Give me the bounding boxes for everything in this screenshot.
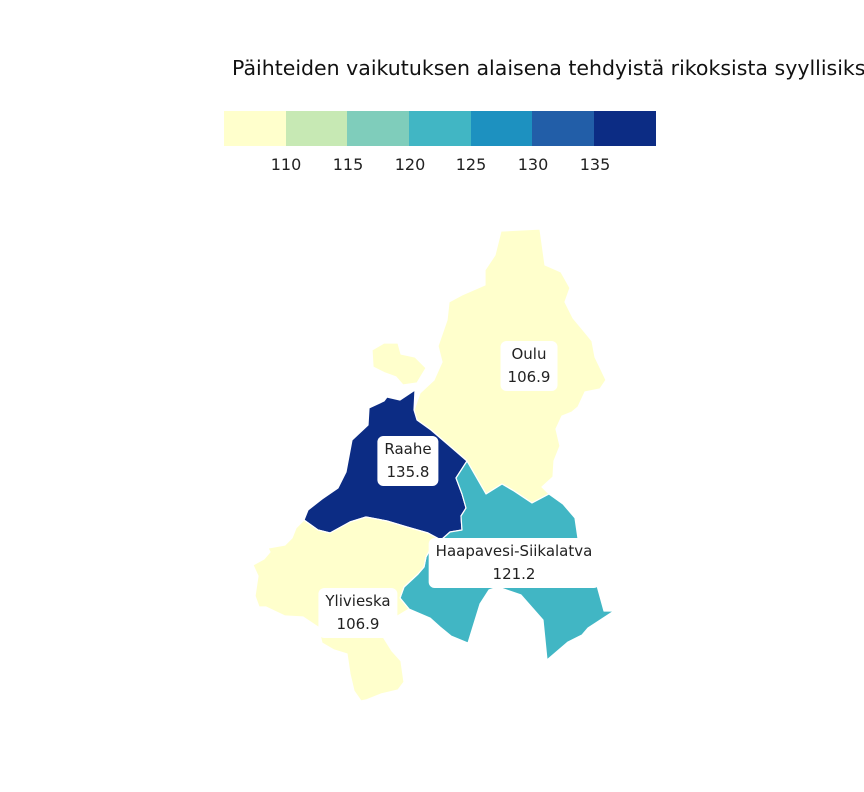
region-value-raahe: 135.8 (386, 463, 430, 481)
legend-swatch-1 (224, 111, 286, 146)
region-name-haapavesi-siikalatva: Haapavesi-Siikalatva (435, 542, 593, 560)
region-value-ylivieska: 106.9 (336, 615, 380, 633)
legend-tick-115: 115 (332, 155, 364, 174)
region-label-haapavesi-siikalatva: Haapavesi-Siikalatva 121.2 (428, 538, 600, 588)
region-label-ylivieska: Ylivieska 106.9 (318, 588, 398, 638)
legend-swatch-6 (532, 111, 595, 146)
map-title: Päihteiden vaikutuksen alaisena tehdyist… (232, 56, 864, 80)
legend-tick-110: 110 (270, 155, 302, 174)
legend-swatch-4 (409, 111, 471, 146)
region-label-raahe: Raahe 135.8 (377, 436, 439, 486)
legend-swatch-2 (285, 111, 348, 146)
legend-swatch-5 (470, 111, 533, 146)
region-value-haapavesi-siikalatva: 121.2 (492, 565, 536, 583)
legend-tick-125: 125 (455, 155, 487, 174)
legend-tick-130: 130 (517, 155, 549, 174)
legend-swatch-3 (347, 111, 410, 146)
legend-tick-135: 135 (579, 155, 611, 174)
region-label-oulu: Oulu 106.9 (500, 341, 558, 391)
region-name-oulu: Oulu (511, 345, 547, 363)
region-value-oulu: 106.9 (507, 368, 551, 386)
color-legend (224, 111, 656, 146)
region-name-ylivieska: Ylivieska (325, 592, 391, 610)
legend-tick-120: 120 (394, 155, 426, 174)
legend-swatch-7 (594, 111, 656, 146)
region-name-raahe: Raahe (384, 440, 432, 458)
